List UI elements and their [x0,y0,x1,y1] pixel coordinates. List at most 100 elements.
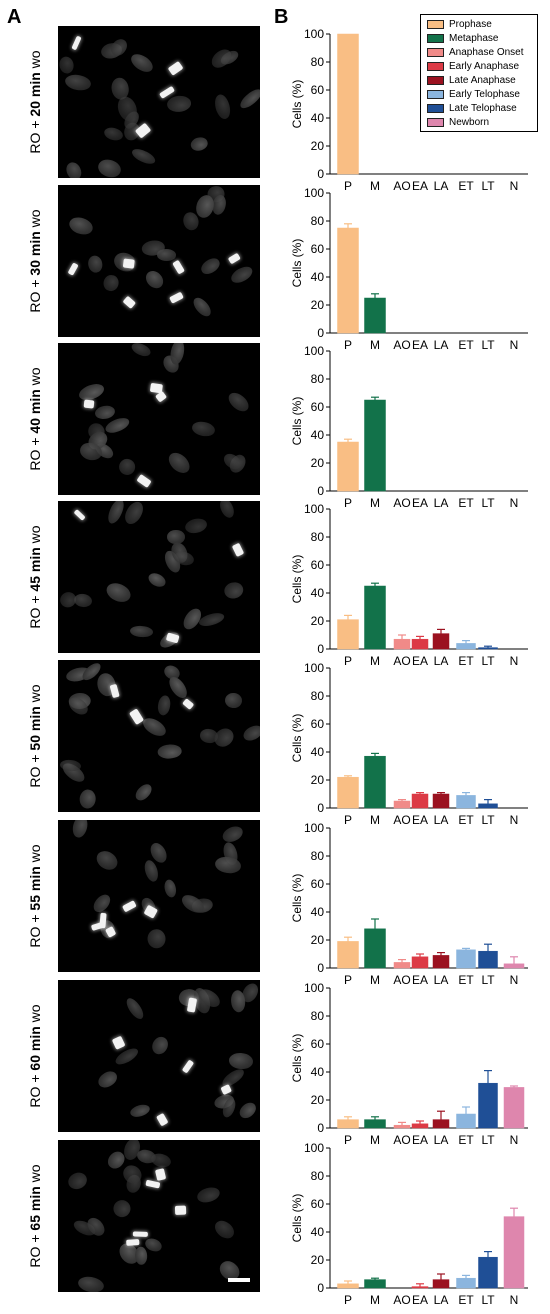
bar-lt [478,803,498,809]
bar-la [432,793,450,809]
bar-m [364,1279,386,1289]
x-tick-label: P [344,496,352,510]
chart-3: 0 20 40 60 80 100 Cells (%) P M AO EA LA ET LT N [290,344,528,510]
legend-item: Prophase [427,18,492,30]
y-tick-label: 20 [311,933,325,947]
bar-p [337,441,359,492]
x-tick-label: LA [434,1293,449,1307]
legend-item: Late Anaphase [427,74,516,86]
x-tick-label: M [370,496,380,510]
bar-n [503,1216,525,1289]
chart-8: 0 20 40 60 80 100 Cells (%) P M AO EA LA ET LT N [290,1141,528,1307]
bar-et [456,1113,476,1129]
microscopy-image [58,660,260,812]
x-tick-label: N [510,973,519,987]
legend-item: Early Telophase [427,88,520,100]
x-tick-label: LT [481,654,495,668]
chart-6: 0 20 40 60 80 100 Cells (%) P M AO EA LA ET LT N [290,821,528,987]
y-tick-label: 80 [311,55,325,69]
y-tick-label: 20 [311,1253,325,1267]
x-tick-label: ET [458,179,474,193]
x-tick-label: P [344,973,352,987]
x-tick-label: N [510,1133,519,1147]
y-axis-label: Cells (%) [290,874,304,923]
x-tick-label: P [344,1293,352,1307]
y-tick-label: 20 [311,773,325,787]
bar-n [503,1087,525,1129]
legend-label: Early Anaphase [449,60,520,72]
x-tick-label: EA [412,1133,428,1147]
y-tick-label: 80 [311,689,325,703]
y-tick-label: 0 [317,484,324,498]
bar-n [503,963,525,969]
x-tick-label: ET [458,813,474,827]
scale-bar [228,1278,250,1282]
y-tick-label: 100 [304,186,324,200]
legend-swatch [427,89,444,99]
x-tick-label: P [344,654,352,668]
bar-ao [393,800,411,809]
y-tick-label: 80 [311,1009,325,1023]
bar-ao [393,962,411,969]
y-tick-label: 20 [311,298,325,312]
bar-m [364,399,386,492]
y-tick-label: 0 [317,642,324,656]
panel-label-b: B [274,6,289,28]
y-tick-label: 60 [311,83,325,97]
x-tick-label: LA [434,179,449,193]
x-tick-label: ET [458,338,474,352]
bar-m [364,1119,386,1129]
chart-4: 0 20 40 60 80 100 Cells (%) P M AO EA LA ET LT N [290,502,528,668]
y-tick-label: 40 [311,745,325,759]
x-tick-label: M [370,654,380,668]
legend-item: Late Telophase [427,102,517,114]
y-tick-label: 0 [317,326,324,340]
chart-2: 0 20 40 60 80 100 Cells (%) P M AO EA LA ET LT N [290,186,528,352]
legend-label: Newborn [449,116,490,128]
x-tick-label: N [510,1293,519,1307]
x-tick-label: N [510,496,519,510]
y-tick-label: 60 [311,400,325,414]
x-tick-label: ET [458,1133,474,1147]
bar-lt [478,950,498,969]
y-tick-label: 0 [317,801,324,815]
chart-1: 0 20 40 60 80 100 Cells (%) P M AO EA LA ET LT N [290,27,528,193]
x-tick-label: AO [393,813,410,827]
legend-item: Early Anaphase [427,60,519,72]
bar-la [432,1279,450,1289]
x-tick-label: LT [481,1293,495,1307]
y-axis-label: Cells (%) [290,555,304,604]
y-tick-label: 80 [311,849,325,863]
y-tick-label: 0 [317,1121,324,1135]
y-axis-label: Cells (%) [290,239,304,288]
bar-la [432,633,450,650]
y-tick-label: 40 [311,270,325,284]
x-tick-label: EA [412,496,428,510]
bar-et [456,643,476,650]
bar-p [337,619,359,650]
bar-et [456,949,476,969]
x-tick-label: LA [434,338,449,352]
y-tick-label: 100 [304,981,324,995]
y-tick-label: 0 [317,1281,324,1295]
x-tick-label: LA [434,813,449,827]
bar-ao [393,638,411,650]
y-axis-label: Cells (%) [290,1034,304,1083]
bar-p [337,941,359,969]
bar-m [364,755,386,809]
x-tick-label: M [370,813,380,827]
y-tick-label: 40 [311,428,325,442]
y-tick-label: 60 [311,717,325,731]
x-tick-label: EA [412,654,428,668]
y-tick-label: 40 [311,1225,325,1239]
x-tick-label: AO [393,1133,410,1147]
x-tick-label: M [370,1293,380,1307]
legend-label: Anaphase Onset [449,46,524,58]
legend-swatch [427,103,444,113]
y-tick-label: 60 [311,558,325,572]
legend-swatch [427,117,444,127]
y-tick-label: 80 [311,214,325,228]
x-tick-label: LT [481,496,495,510]
bar-lt [478,647,498,650]
bar-la [432,955,450,969]
